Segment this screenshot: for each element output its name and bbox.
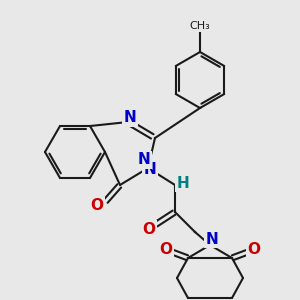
Text: O: O [248, 242, 260, 257]
Text: N: N [124, 110, 136, 125]
Text: N: N [144, 163, 156, 178]
Text: CH₃: CH₃ [190, 21, 210, 31]
Text: N: N [206, 232, 218, 247]
Text: O: O [160, 242, 172, 257]
Text: O: O [91, 199, 103, 214]
Text: N: N [138, 152, 150, 167]
Text: H: H [177, 176, 189, 190]
Text: O: O [142, 221, 155, 236]
